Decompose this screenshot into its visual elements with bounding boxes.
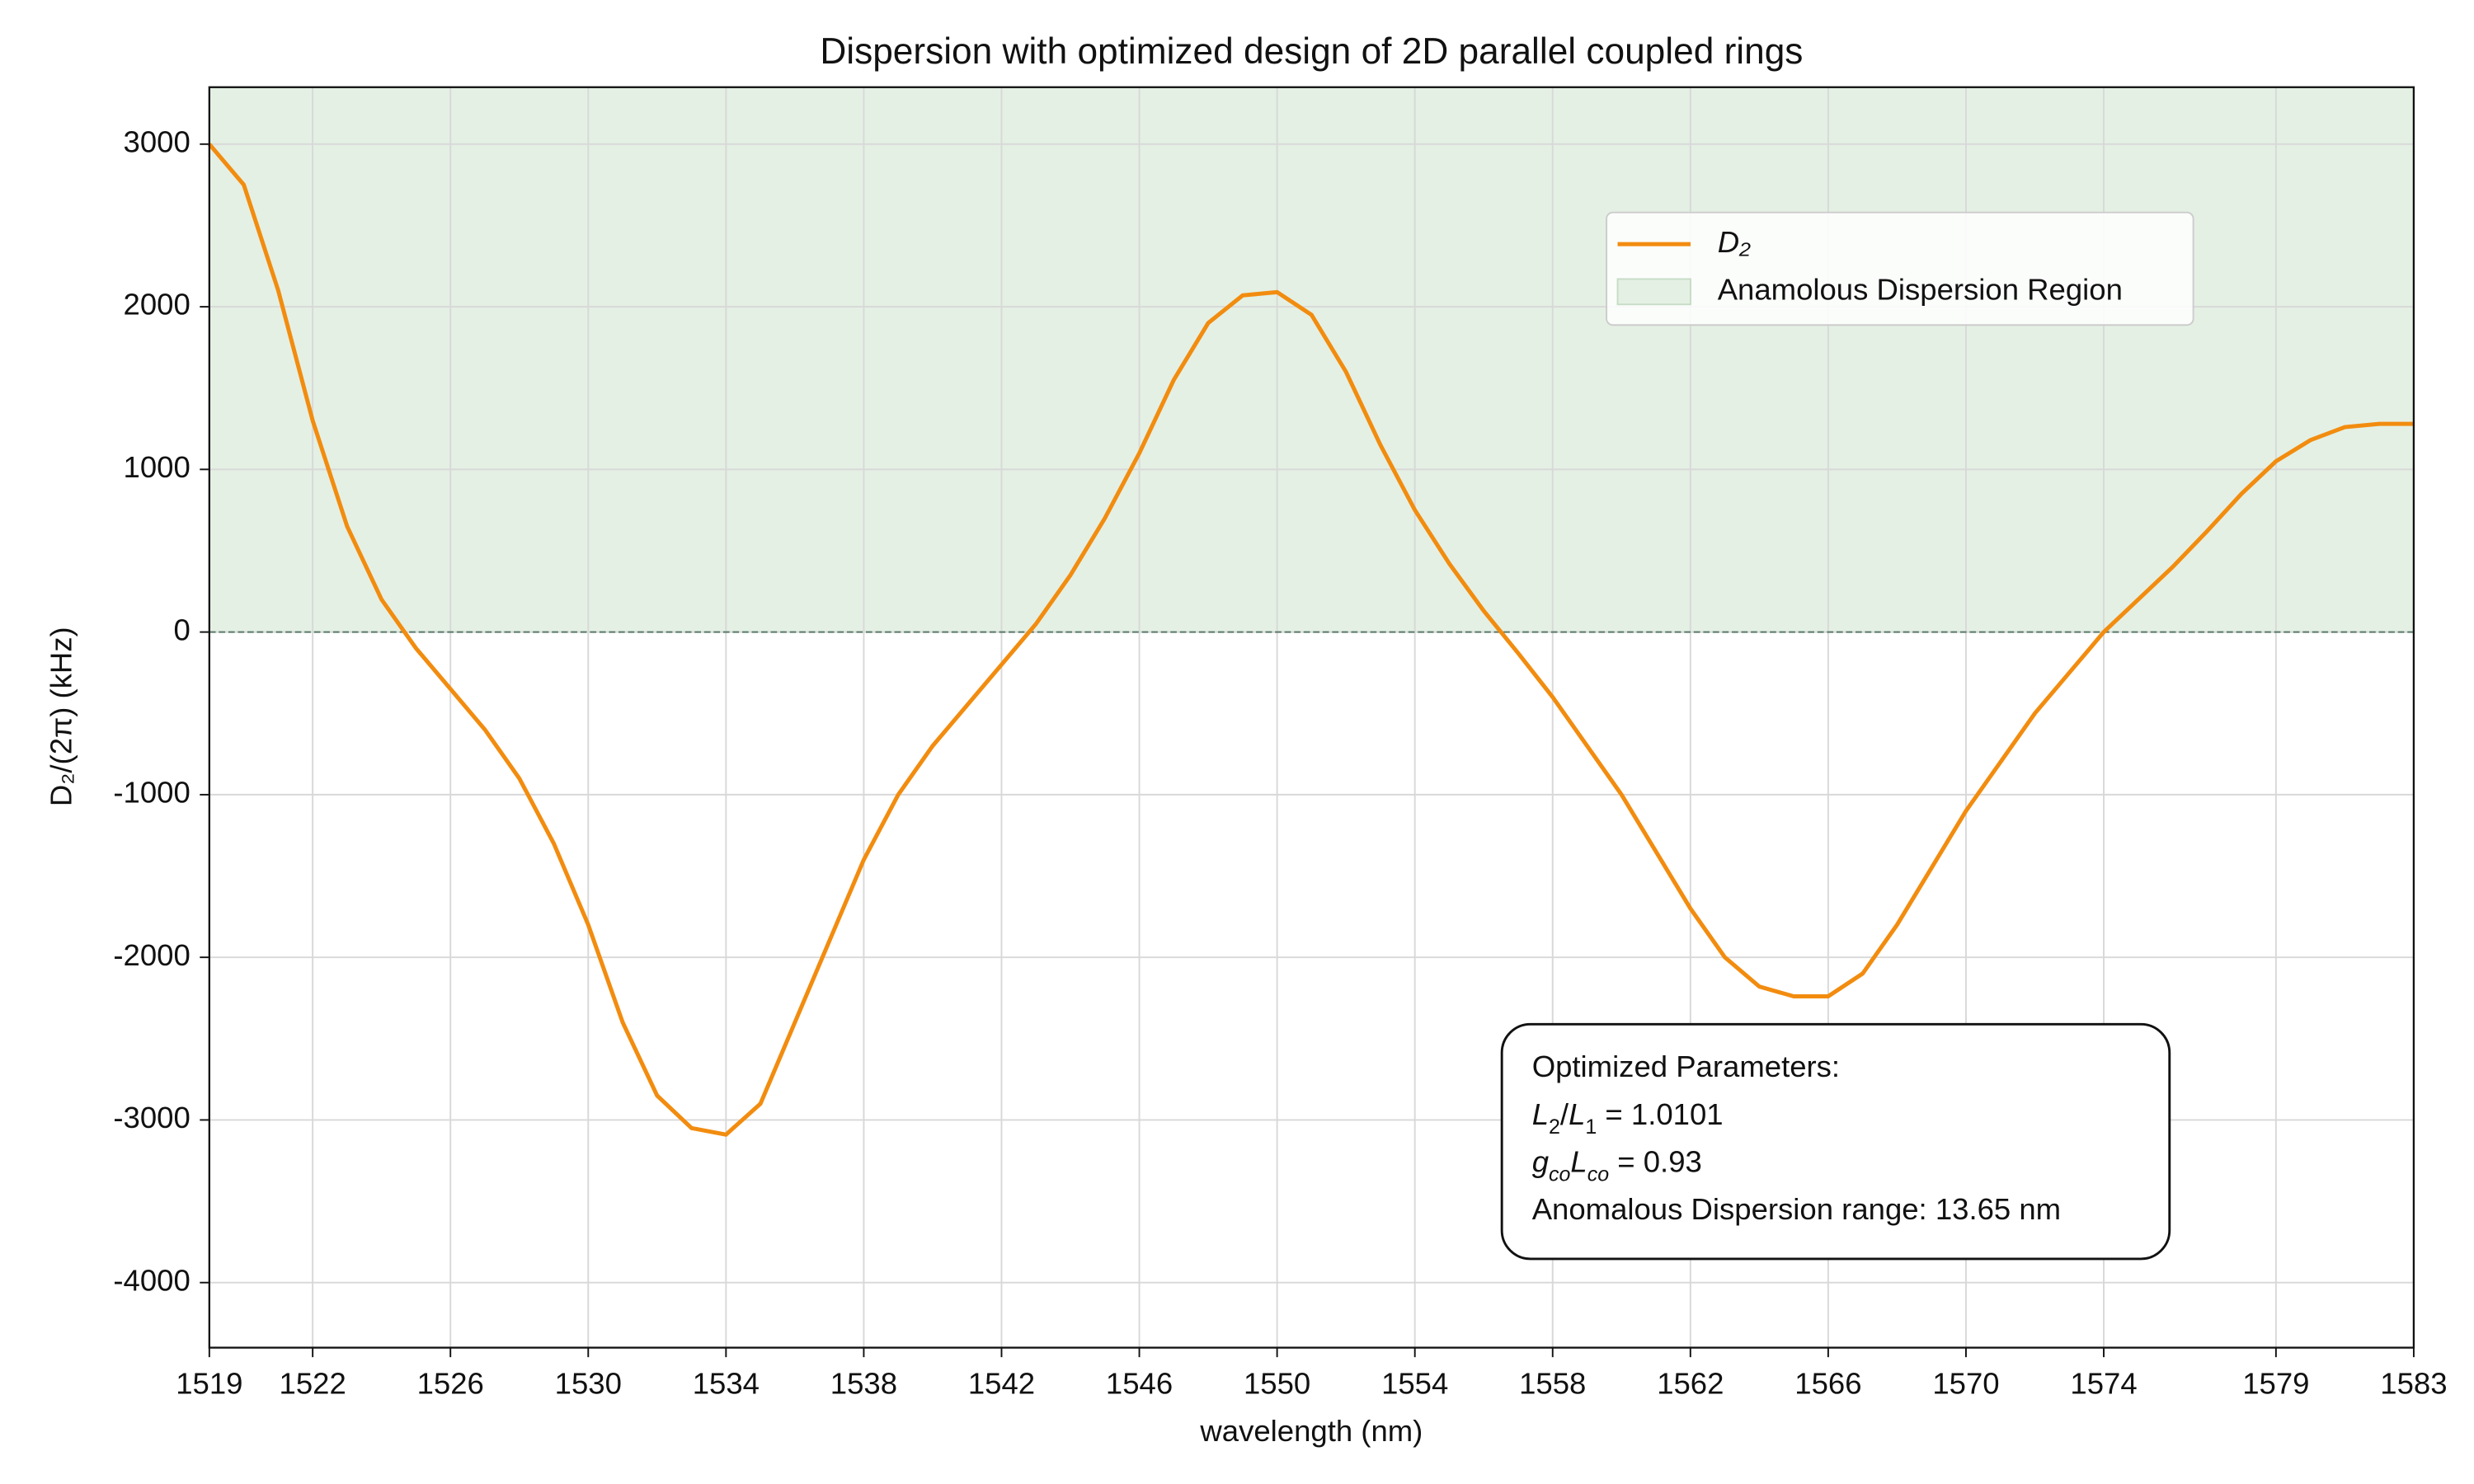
annotation-line: Anomalous Dispersion range: 13.65 nm <box>1532 1192 2061 1226</box>
annotation: Optimized Parameters:L2/L1 = 1.0101gcoLc… <box>1500 1022 2171 1261</box>
x-tick-label: 1530 <box>555 1366 622 1400</box>
annotation-text: / <box>1560 1097 1569 1131</box>
x-tick-label: 1550 <box>1244 1366 1310 1400</box>
annotation-text: = 0.93 <box>1609 1144 1702 1178</box>
y-tick-label: -1000 <box>113 776 190 810</box>
x-tick-label: 1562 <box>1657 1366 1724 1400</box>
x-tick-label: 1534 <box>693 1366 760 1400</box>
y-tick-label: 0 <box>173 613 190 646</box>
annotation-text: L <box>1532 1097 1549 1131</box>
y-tick-label: 2000 <box>124 288 190 322</box>
y-tick-label: 3000 <box>124 124 190 158</box>
annotation-text: 2 <box>1549 1115 1560 1138</box>
legend: D₂ Anamolous Dispersion Region <box>1606 211 2194 326</box>
x-tick-label: 1546 <box>1106 1366 1173 1400</box>
annotation-line: gcoLco = 0.93 <box>1532 1144 1702 1186</box>
x-tick-label: 1570 <box>1932 1366 1999 1400</box>
plot-frame <box>208 86 2415 1349</box>
y-tick-label: -2000 <box>113 938 190 972</box>
annotation-line: L2/L1 = 1.0101 <box>1532 1097 1724 1139</box>
annotation-text: L <box>1569 1097 1585 1131</box>
x-axis-label: wavelength (nm) <box>1199 1414 1423 1448</box>
annotation-line: Optimized Parameters: <box>1532 1050 1840 1083</box>
data-line <box>207 143 2414 1137</box>
x-tick-label: 1542 <box>968 1366 1035 1400</box>
y-tick-label: -4000 <box>113 1263 190 1297</box>
x-tick-label: 1583 <box>2380 1366 2447 1400</box>
x-tick-label: 1522 <box>280 1366 346 1400</box>
x-tick-label: 1558 <box>1519 1366 1586 1400</box>
x-tick-label: 1526 <box>417 1366 484 1400</box>
annotation-text: Anomalous Dispersion range: 13.65 nm <box>1532 1192 2061 1226</box>
annotation-text: co <box>1549 1162 1571 1186</box>
legend-box <box>1606 211 2194 326</box>
x-tick-label: 1538 <box>830 1366 897 1400</box>
shaded-region <box>209 87 2414 632</box>
chart-title: Dispersion with optimized design of 2D p… <box>820 31 1803 72</box>
x-tick-label: 1566 <box>1794 1366 1861 1400</box>
y-tick-label: 1000 <box>124 450 190 484</box>
x-tick-label: 1579 <box>2242 1366 2309 1400</box>
y-tick-label: -3000 <box>113 1101 190 1134</box>
legend-label: Anamolous Dispersion Region <box>1718 273 2123 307</box>
legend-swatch <box>1616 278 1691 306</box>
x-tick-label: 1519 <box>176 1366 242 1400</box>
x-tick-label: 1554 <box>1381 1366 1448 1400</box>
annotation-box <box>1500 1022 2171 1261</box>
annotation-text: co <box>1587 1162 1610 1186</box>
x-tick-label: 1574 <box>2070 1366 2137 1400</box>
legend-label: D₂ <box>1718 225 1751 259</box>
annotation-text: g <box>1532 1144 1549 1178</box>
y-axis-label: D₂/(2π) (kHz) <box>45 627 78 806</box>
annotation-text: = 1.0101 <box>1597 1097 1723 1131</box>
annotation-text: Optimized Parameters: <box>1532 1050 1840 1083</box>
annotation-text: 1 <box>1585 1115 1597 1138</box>
annotation-text: L <box>1570 1144 1587 1178</box>
